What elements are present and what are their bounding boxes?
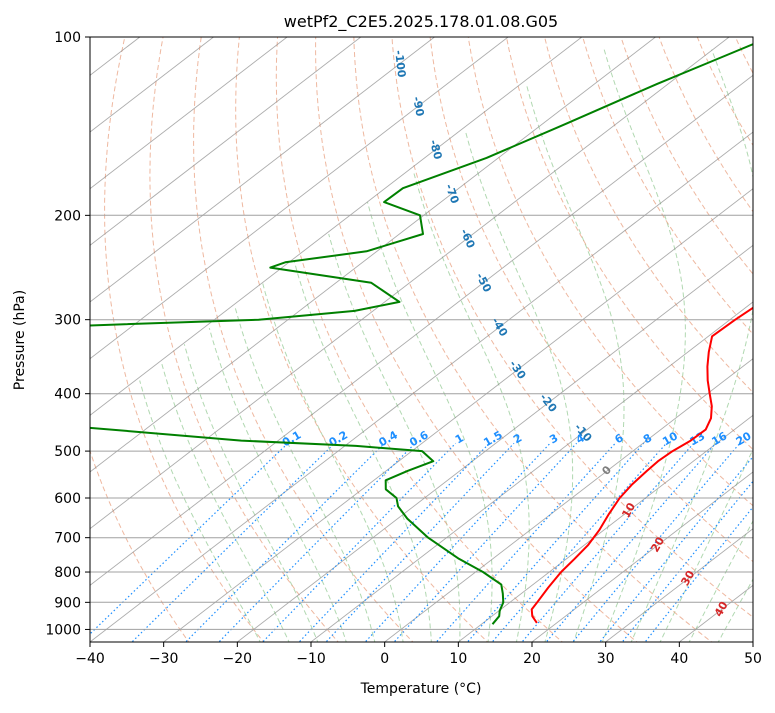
y-tick-label: 500 bbox=[54, 444, 81, 460]
y-tick-label: 600 bbox=[54, 491, 81, 507]
x-tick-label: −20 bbox=[223, 651, 253, 667]
y-tick-label: 300 bbox=[54, 313, 81, 329]
y-tick-label: 200 bbox=[54, 208, 81, 224]
x-tick-label: 10 bbox=[449, 651, 467, 667]
x-tick-label: 40 bbox=[670, 651, 688, 667]
x-axis-label: Temperature (°C) bbox=[360, 681, 482, 697]
y-axis-label: Pressure (hPa) bbox=[12, 290, 28, 390]
y-tick-label: 1000 bbox=[45, 622, 81, 638]
x-tick-label: 50 bbox=[744, 651, 762, 667]
x-tick-label: 0 bbox=[380, 651, 389, 667]
x-tick-label: −40 bbox=[75, 651, 105, 667]
x-tick-label: 20 bbox=[523, 651, 541, 667]
y-tick-label: 900 bbox=[54, 595, 81, 611]
x-tick-label: −10 bbox=[296, 651, 326, 667]
y-tick-label: 700 bbox=[54, 531, 81, 547]
y-tick-label: 100 bbox=[54, 30, 81, 46]
y-tick-label: 400 bbox=[54, 387, 81, 403]
y-tick-label: 800 bbox=[54, 565, 81, 581]
chart-title: wetPf2_C2E5.2025.178.01.08.G05 bbox=[284, 12, 558, 32]
x-tick-label: 30 bbox=[597, 651, 615, 667]
x-tick-label: −30 bbox=[149, 651, 179, 667]
